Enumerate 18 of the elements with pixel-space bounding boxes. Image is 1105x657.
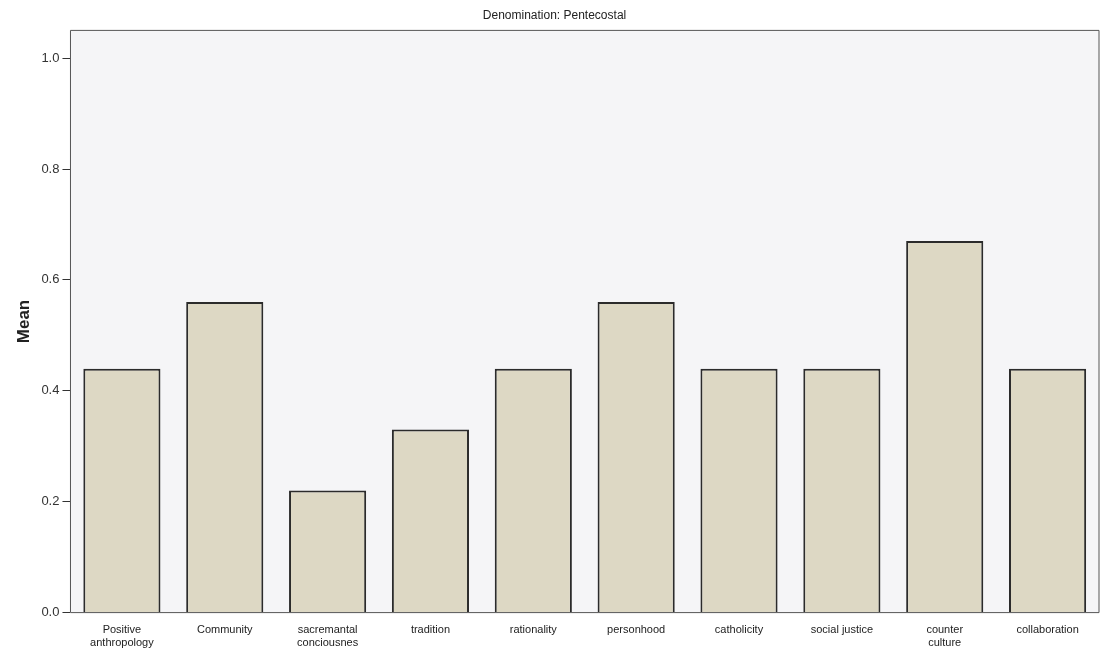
y-tick-label: 0.4 <box>41 382 60 398</box>
x-tick-label: sacremantal conciousnes <box>297 623 359 649</box>
y-tick-label: 0.2 <box>41 493 60 509</box>
x-tick-label: rationality <box>509 623 558 636</box>
y-tick-label: 0.8 <box>41 160 60 176</box>
x-tick-label: personhood <box>607 623 666 636</box>
y-tick-label: 0.6 <box>41 271 60 287</box>
y-tick-label: 0.0 <box>41 604 60 620</box>
x-tick-label: collaboration <box>1016 623 1079 636</box>
y-tick-label: 1.0 <box>41 49 60 65</box>
chart-title: Denomination: Pentecostal <box>482 7 627 22</box>
x-tick-label: Community <box>196 623 254 636</box>
x-tick-label: social justice <box>810 623 874 636</box>
x-tick-label: counter culture <box>926 623 964 649</box>
x-tick-label: tradition <box>410 623 451 636</box>
x-tick-label: catholicity <box>714 623 764 636</box>
y-axis-title: Mean <box>13 299 33 344</box>
x-tick-label: Positive anthropology <box>90 623 155 649</box>
